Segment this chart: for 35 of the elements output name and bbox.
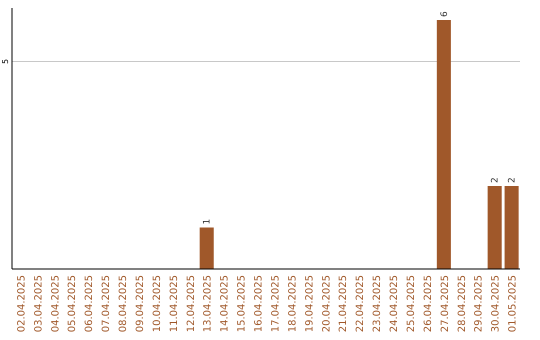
x-tick-label: 16.04.2025 (254, 275, 265, 332)
x-tick-label: 01.05.2025 (508, 275, 519, 332)
y-tick-label: 5 (1, 58, 10, 64)
x-tick-label: 19.04.2025 (304, 275, 316, 332)
x-tick-label: 23.04.2025 (372, 275, 384, 332)
x-tick-label: 22.04.2025 (355, 275, 366, 332)
x-tick-label: 12.04.2025 (186, 275, 197, 332)
data-label: 2 (490, 177, 501, 183)
x-tick-label: 30.04.2025 (490, 275, 502, 332)
x-tick-label: 10.04.2025 (152, 275, 163, 332)
x-tick-label: 03.04.2025 (33, 275, 44, 332)
x-tick-label: 11.04.2025 (168, 275, 180, 332)
x-tick-label: 28.04.2025 (456, 275, 468, 332)
x-tick-label: 15.04.2025 (236, 275, 248, 332)
x-tick-label: 05.04.2025 (67, 275, 78, 332)
x-tick-label: 25.04.2025 (406, 275, 417, 332)
x-tick-label: 27.04.2025 (440, 275, 451, 332)
data-label: 1 (202, 218, 213, 224)
x-tick-label: 08.04.2025 (118, 275, 130, 332)
data-label: 6 (440, 11, 450, 17)
x-tick-label: 29.04.2025 (474, 275, 485, 332)
x-tick-label: 13.04.2025 (202, 275, 214, 332)
x-tick-label: 04.04.2025 (50, 275, 62, 332)
x-tick-label: 07.04.2025 (101, 275, 112, 332)
data-label: 2 (508, 177, 518, 183)
x-tick-label: 24.04.2025 (389, 275, 400, 332)
x-tick-label: 21.04.2025 (338, 275, 350, 332)
x-tick-label: 20.04.2025 (321, 275, 332, 332)
x-tick-label: 18.04.2025 (287, 275, 298, 332)
x-tick-label: 09.04.2025 (134, 275, 146, 332)
x-tick-label: 17.04.2025 (270, 275, 282, 332)
x-tick-label: 26.04.2025 (422, 275, 434, 332)
x-tick-label: 02.04.2025 (16, 275, 28, 332)
x-tick-label: 06.04.2025 (84, 275, 96, 332)
x-tick-label: 14.04.2025 (220, 275, 231, 332)
